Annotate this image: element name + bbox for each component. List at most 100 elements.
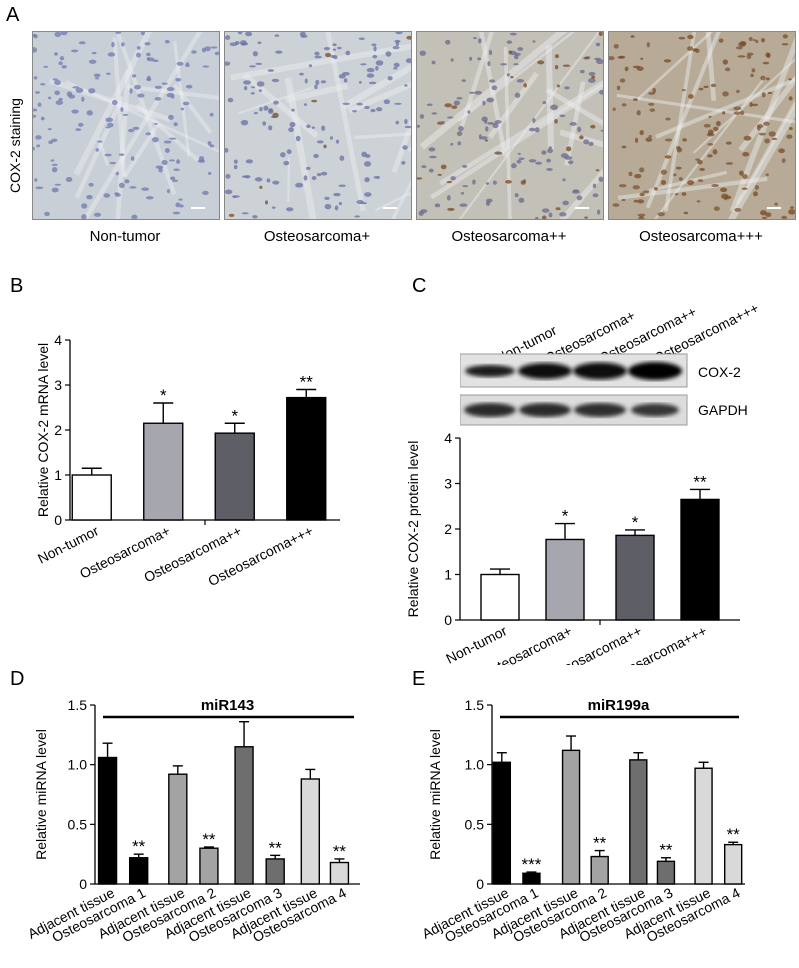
nucleus: [628, 171, 633, 177]
nucleus: [613, 43, 619, 49]
nucleus: [164, 147, 170, 153]
nucleus: [86, 110, 93, 116]
nucleus: [598, 32, 603, 36]
nucleus: [733, 111, 741, 115]
nucleus: [228, 213, 235, 218]
nucleus: [132, 126, 140, 131]
nucleus: [485, 126, 489, 132]
nucleus: [171, 95, 175, 99]
nucleus: [697, 159, 703, 165]
nucleus: [37, 102, 42, 107]
nucleus: [209, 112, 214, 117]
nucleus: [118, 153, 125, 157]
y-tick-label: 0.5: [465, 816, 485, 832]
nucleus: [225, 173, 231, 179]
significance-marker: **: [593, 834, 607, 853]
nucleus: [595, 169, 600, 172]
nucleus: [537, 60, 545, 65]
nucleus: [332, 43, 337, 47]
y-tick-label: 0: [444, 612, 452, 628]
nucleus: [508, 50, 512, 54]
y-tick-label: 2: [444, 521, 452, 537]
chart-title: miR199a: [588, 697, 650, 714]
nucleus: [252, 215, 258, 219]
nucleus: [182, 101, 190, 106]
panel-label-a: A: [6, 4, 20, 26]
nucleus: [765, 173, 769, 176]
nucleus: [734, 207, 742, 212]
nucleus: [562, 64, 571, 67]
y-tick-label: 1.0: [465, 757, 485, 773]
nucleus: [33, 108, 38, 112]
nucleus: [401, 161, 406, 165]
nucleus: [358, 81, 362, 84]
nucleus: [759, 212, 768, 215]
tissue-streak: [237, 86, 314, 115]
nucleus: [554, 54, 560, 59]
nucleus: [749, 102, 753, 107]
nucleus: [375, 60, 384, 66]
nucleus: [393, 66, 398, 70]
nucleus: [243, 80, 252, 85]
nucleus: [405, 58, 411, 64]
nucleus: [591, 75, 596, 79]
nucleus: [703, 123, 711, 128]
blot-band-gapdh-2: [519, 403, 571, 417]
nucleus: [469, 91, 475, 94]
y-tick-label: 0.5: [68, 816, 88, 832]
nucleus: [368, 81, 377, 85]
bar-1: [492, 761, 512, 885]
tissue-streak: [48, 78, 171, 122]
nucleus: [514, 54, 519, 60]
nucleus: [588, 78, 596, 84]
nucleus: [774, 202, 778, 206]
nucleus: [58, 61, 63, 66]
nucleus: [341, 71, 350, 76]
tissue-streak: [655, 77, 795, 139]
micrograph-1: [32, 31, 220, 220]
nucleus: [703, 85, 709, 89]
nucleus: [257, 41, 262, 44]
bar-7: [694, 767, 713, 885]
nucleus: [612, 107, 616, 111]
nucleus: [35, 186, 44, 190]
nucleus: [754, 185, 759, 190]
y-tick-label: 1.5: [465, 697, 485, 713]
blot-band-cox2-2: [518, 363, 572, 379]
tissue-streak: [172, 83, 213, 135]
nucleus: [579, 69, 585, 74]
nucleus: [342, 102, 350, 105]
nucleus: [579, 135, 584, 140]
nucleus: [511, 163, 517, 169]
nucleus: [124, 179, 130, 184]
nucleus: [267, 108, 274, 114]
nucleus: [764, 138, 770, 144]
nucleus: [630, 35, 635, 38]
nucleus: [111, 99, 118, 106]
nucleus: [767, 91, 773, 95]
nucleus: [462, 185, 469, 188]
nucleus: [360, 63, 367, 66]
nucleus: [105, 72, 111, 75]
nucleus: [781, 215, 788, 219]
nucleus: [417, 177, 423, 180]
nucleus: [207, 141, 212, 146]
nucleus: [572, 190, 580, 194]
panel-a-ylabel: COX-2 staining: [7, 98, 23, 193]
tissue-streak: [374, 191, 411, 212]
nucleus: [210, 46, 218, 49]
panel-label-c: C: [412, 275, 427, 297]
bar-6: [656, 860, 676, 885]
nucleus: [372, 54, 378, 59]
nucleus: [445, 39, 451, 45]
y-tick-label: 0: [476, 876, 484, 892]
nucleus: [237, 32, 243, 35]
nucleus: [429, 155, 437, 159]
nucleus: [252, 51, 258, 57]
nucleus: [164, 39, 170, 44]
nucleus: [486, 97, 495, 103]
nucleus: [229, 42, 238, 47]
bar-5: [234, 746, 254, 885]
nucleus: [406, 35, 411, 40]
nucleus: [131, 214, 138, 219]
